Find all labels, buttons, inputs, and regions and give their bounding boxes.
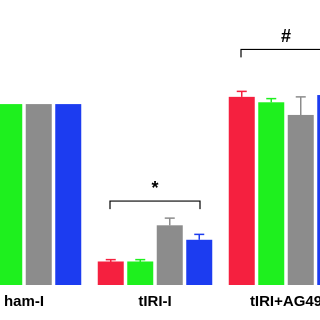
error-bar — [266, 97, 277, 103]
error-bar — [194, 233, 205, 240]
bar — [186, 239, 213, 285]
bar — [287, 114, 314, 285]
x-tick-label: ham-I — [4, 293, 44, 310]
error-bar — [164, 217, 175, 226]
error-bar — [236, 90, 247, 97]
error-bar — [135, 258, 146, 262]
bar — [228, 96, 255, 285]
error-bar — [295, 96, 306, 115]
bar — [317, 95, 320, 285]
significance-bracket — [109, 200, 201, 210]
bar — [0, 104, 23, 285]
bar — [156, 225, 183, 285]
x-tick-label: tIRI+AG49 — [250, 293, 320, 310]
bar — [55, 104, 82, 285]
bar — [25, 104, 52, 285]
significance-mark: # — [281, 26, 291, 46]
error-bar — [105, 258, 116, 262]
significance-bracket — [240, 48, 320, 58]
bar — [97, 261, 124, 285]
significance-mark: * — [151, 178, 158, 198]
bar — [127, 261, 154, 285]
bar — [258, 102, 285, 285]
x-tick-label: tIRI-I — [138, 293, 171, 310]
